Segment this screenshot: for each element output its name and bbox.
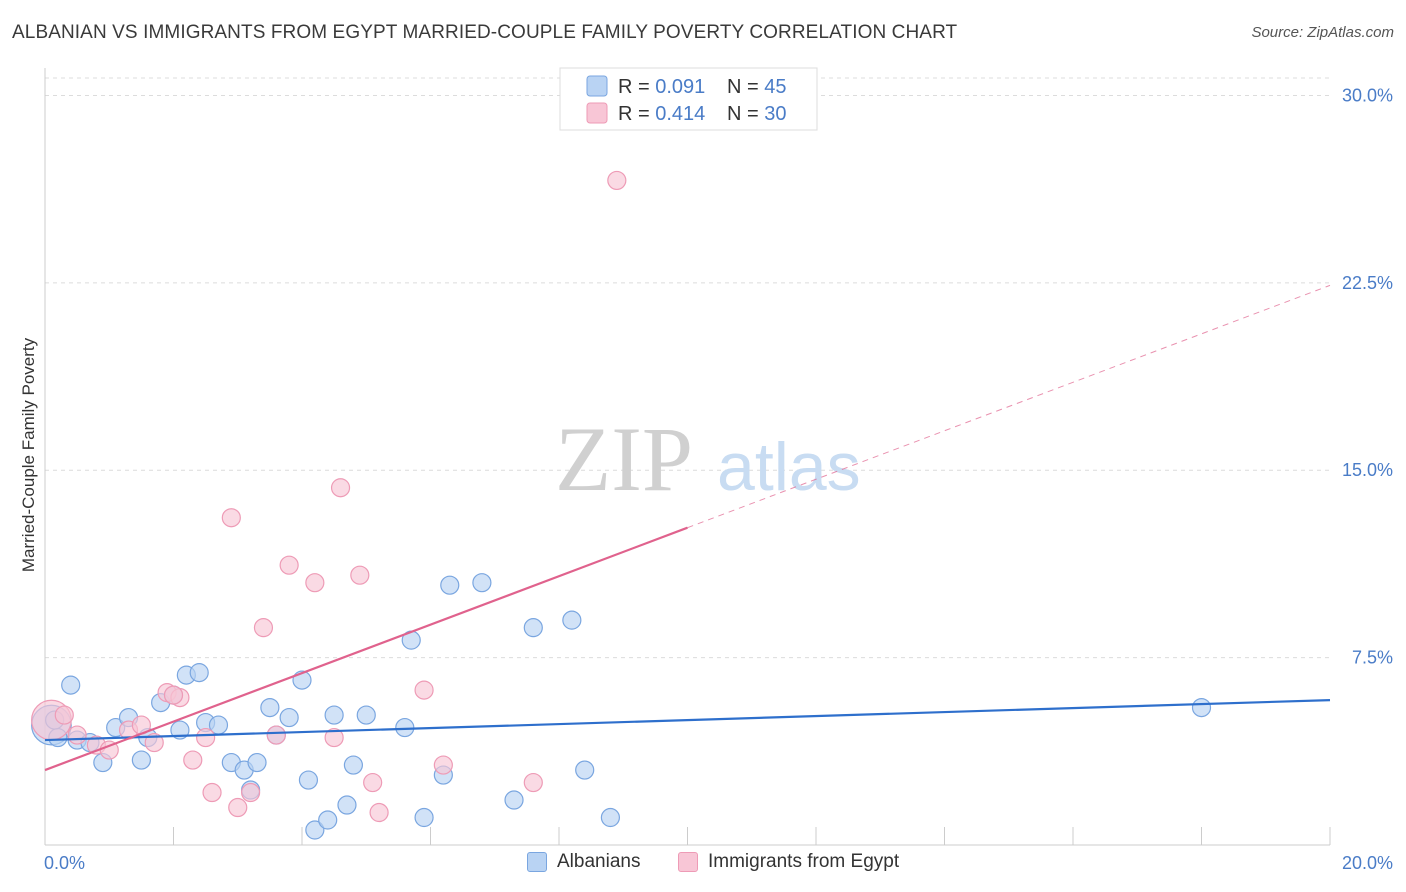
albanians-point <box>575 760 595 780</box>
legend-bottom: Albanians Immigrants from Egypt <box>0 851 1406 879</box>
chart-title: ALBANIAN VS IMMIGRANTS FROM EGYPT MARRIE… <box>12 22 958 43</box>
legend-swatch-albanians <box>527 852 547 872</box>
albanians-point <box>1191 697 1212 718</box>
egypt-point <box>228 797 248 818</box>
egypt-point <box>163 685 184 705</box>
watermark: ZIP atlas <box>555 408 861 510</box>
legend-n-label-egypt: N = 30 <box>727 103 787 125</box>
legend-swatch-egypt <box>586 102 608 124</box>
albanians-point <box>504 790 524 810</box>
albanians-point <box>337 795 357 815</box>
egypt-point <box>196 727 216 748</box>
albanians-trend-line <box>44 698 1331 742</box>
grid-lines <box>45 77 1330 659</box>
y-tick-label: 15.0% <box>1342 460 1393 480</box>
egypt-point <box>221 508 241 528</box>
egypt-point <box>433 755 453 775</box>
source-label: Source: ZipAtlas.com <box>1251 24 1394 41</box>
x-tick-label: 20.0% <box>1342 853 1393 873</box>
legend-swatch-albanians <box>586 75 608 97</box>
albanians-point <box>189 663 209 683</box>
egypt-point <box>369 802 389 823</box>
egypt-point <box>279 555 299 575</box>
albanians-point <box>298 770 319 790</box>
albanians-point <box>279 707 299 728</box>
watermark-zip: ZIP <box>555 408 693 510</box>
albanians-point <box>318 810 338 830</box>
x-tick-label: 0.0% <box>44 853 85 873</box>
egypt-point <box>305 573 325 593</box>
egypt-point <box>202 782 222 803</box>
egypt-point <box>266 725 286 745</box>
albanians-point <box>414 807 434 828</box>
albanians-point <box>324 705 344 725</box>
data-points <box>31 170 1212 840</box>
legend-item-albanians[interactable]: Albanians <box>527 851 640 873</box>
egypt-point <box>414 680 434 700</box>
albanians-point <box>131 750 151 770</box>
y-tick-label: 30.0% <box>1342 85 1393 105</box>
albanians-point <box>260 697 280 718</box>
egypt-point <box>183 750 203 770</box>
egypt-trend-line <box>44 526 688 772</box>
egypt-point <box>350 565 370 585</box>
albanians-point <box>247 752 267 773</box>
egypt-point <box>253 618 274 638</box>
tick-labels: 7.5% 15.0% 22.5% 30.0% 0.0% 20.0% <box>44 85 1393 873</box>
y-tick-label: 22.5% <box>1342 273 1393 293</box>
albanians-point <box>61 675 81 695</box>
egypt-point <box>144 732 164 753</box>
y-tick-label: 7.5% <box>1352 648 1393 668</box>
egypt-trend-line-extension <box>687 284 1331 529</box>
legend-r-label-albanians: R = 0.091 <box>618 76 705 98</box>
albanians-point <box>600 807 621 828</box>
albanians-point <box>440 575 460 595</box>
albanians-point <box>395 717 415 738</box>
egypt-point <box>54 705 74 725</box>
legend-swatch-egypt <box>678 852 698 872</box>
egypt-point <box>330 478 351 498</box>
legend-label-albanians: Albanians <box>557 851 641 872</box>
legend-top: R = 0.091 N = 45 R = 0.414 N = 30 <box>559 67 818 131</box>
albanians-point <box>343 755 363 775</box>
albanians-point <box>356 705 376 725</box>
albanians-point <box>305 820 325 840</box>
egypt-point <box>607 170 627 191</box>
legend-label-egypt: Immigrants from Egypt <box>708 851 900 872</box>
legend-r-label-egypt: R = 0.414 <box>618 103 705 125</box>
egypt-point <box>241 782 261 803</box>
watermark-atlas: atlas <box>717 429 861 505</box>
egypt-point <box>523 772 543 793</box>
egypt-point <box>324 727 344 748</box>
legend-n-label-albanians: N = 45 <box>727 76 787 98</box>
albanians-point <box>472 573 492 593</box>
egypt-point <box>67 725 87 745</box>
albanians-point <box>170 720 190 740</box>
legend-item-egypt[interactable]: Immigrants from Egypt <box>678 851 899 873</box>
egypt-point <box>363 772 383 793</box>
y-axis-label: Married-Couple Family Poverty <box>19 337 38 572</box>
albanians-point <box>562 610 582 630</box>
trend-lines <box>44 284 1331 772</box>
albanians-point <box>523 618 543 638</box>
